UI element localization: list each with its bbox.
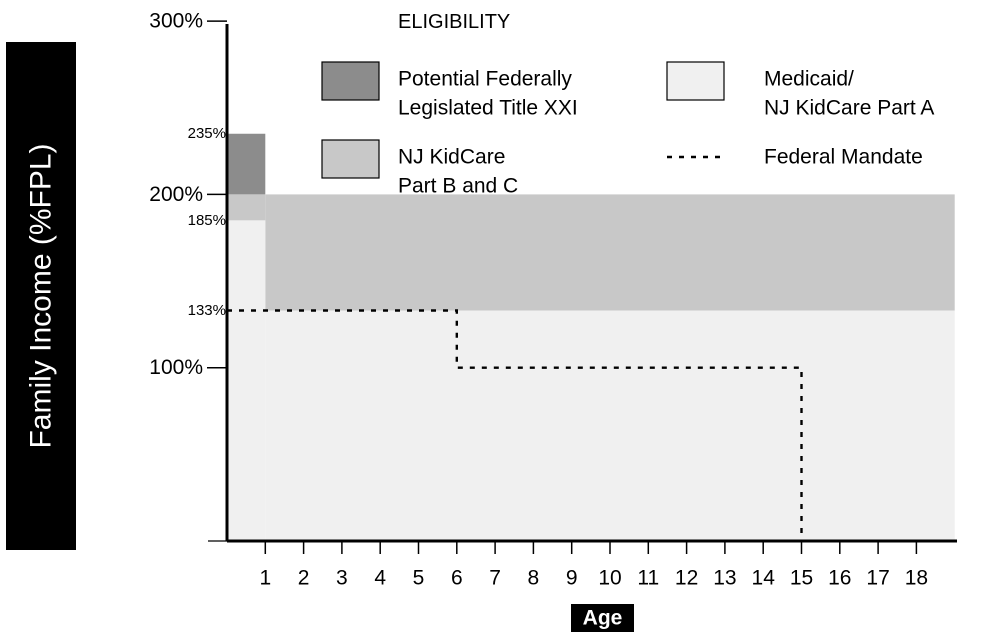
ticks-layer: 100%200%300%235%185%133%1 2 3 4 5 6 7 8 9 10 11 12 1… — [149, 10, 928, 590]
x-tick-label-15: 15 — [790, 567, 813, 590]
region-0 — [227, 133, 266, 195]
region-3 — [227, 220, 266, 541]
chart-title: ELIGIBILITY — [398, 11, 510, 33]
x-tick-label-3: 3 — [336, 567, 348, 590]
region-4 — [265, 310, 955, 541]
regions-layer — [227, 133, 955, 541]
x-tick-label-5: 5 — [413, 567, 425, 590]
axes-layer — [208, 24, 957, 543]
x-tick-label-17: 17 — [866, 567, 889, 590]
x-tick-label-16: 16 — [828, 567, 851, 590]
x-tick-label-7: 7 — [489, 567, 501, 590]
legend-label-3-0: Federal Mandate — [764, 146, 923, 169]
legend-label-1-1: NJ KidCare Part A — [764, 97, 934, 120]
legend-label-2-0: NJ KidCare — [398, 146, 505, 169]
x-tick-label-8: 8 — [528, 567, 540, 590]
x-tick-label-13: 13 — [713, 567, 736, 590]
legend-label-1-0: Medicaid/ — [764, 68, 854, 91]
x-axis-label: Age — [583, 607, 623, 630]
y-annotation-185: 185% — [188, 212, 226, 229]
legend-label-0-1: Legislated Title XXI — [398, 97, 578, 120]
region-2 — [265, 194, 955, 311]
legend-swatch-1 — [666, 61, 725, 101]
x-axis-label-group: Age — [571, 604, 634, 632]
y-axis-label: Family Income (%FPL) — [25, 143, 58, 448]
legend-label-0-0: Potential Federally — [398, 68, 572, 91]
x-axis-label-background — [571, 604, 634, 632]
y-axis-label-group: Family Income (%FPL) — [6, 42, 76, 550]
x-tick-label-4: 4 — [374, 567, 386, 590]
y-tick-label-100: 100% — [149, 356, 203, 379]
y-axis-label-background — [6, 42, 76, 550]
x-tick-label-12: 12 — [675, 567, 698, 590]
x-tick-label-6: 6 — [451, 567, 463, 590]
region-1 — [227, 194, 266, 221]
y-tick-label-200: 200% — [149, 183, 203, 206]
legend-swatch-0 — [321, 61, 380, 101]
y-annotation-235: 235% — [188, 125, 226, 142]
x-tick-label-11: 11 — [637, 567, 659, 590]
x-tick-label-9: 9 — [566, 567, 578, 590]
y-annotation-133: 133% — [188, 302, 226, 319]
x-tick-label-2: 2 — [298, 567, 310, 590]
x-tick-label-10: 10 — [598, 567, 621, 590]
x-tick-label-1: 1 — [259, 567, 271, 590]
x-tick-label-18: 18 — [905, 567, 928, 590]
y-tick-label-300: 300% — [149, 10, 203, 33]
legend-label-2-1: Part B and C — [398, 175, 518, 198]
legend-swatch-2 — [321, 139, 380, 179]
legend-layer: Potential Federally Legislated Title XXI M… — [321, 61, 934, 198]
x-tick-label-14: 14 — [752, 567, 776, 590]
